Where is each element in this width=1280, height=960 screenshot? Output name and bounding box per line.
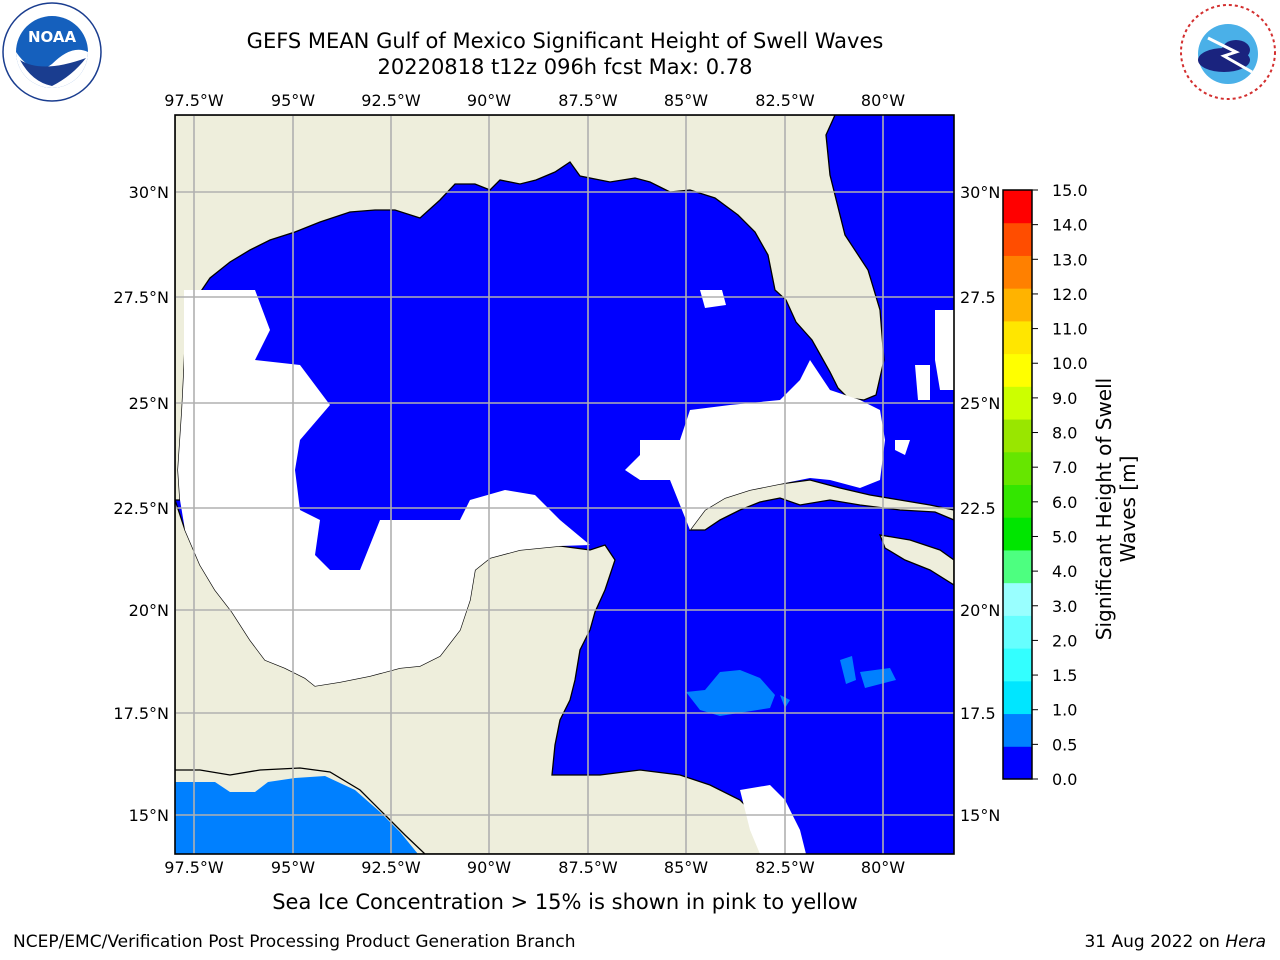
lat-tick-left: 15°N (129, 806, 169, 825)
colorbar-tick-label: 9.0 (1052, 389, 1077, 408)
lon-tick-top: 97.5°W (164, 91, 224, 110)
lat-tick-left: 17.5°N (113, 704, 169, 723)
lat-ticks-right: 30°N 27.5 25°N 22.5 20°N 17.5 15°N (960, 183, 1000, 825)
footer-machine: Hera (1225, 932, 1266, 952)
colorbar-tick-label: 0.5 (1052, 735, 1077, 754)
noaa-logo: NOAA (2, 2, 102, 102)
colorbar-segment (1003, 746, 1032, 780)
colorbar-segment (1003, 419, 1032, 453)
colorbar-segment (1003, 320, 1032, 355)
colorbar: 0.0 0.5 1.0 1.5 2.0 3.0 4.0 5.0 6.0 7.0 8.0 9.0 10.0… (1002, 181, 1088, 789)
lat-tick-left: 20°N (129, 601, 169, 620)
colorbar-segment (1003, 648, 1032, 682)
colorbar-segment (1003, 451, 1032, 485)
colorbar-tick-label: 5.0 (1052, 527, 1077, 546)
sea-ice-note: Sea Ice Concentration > 15% is shown in … (272, 890, 858, 914)
colorbar-segment (1003, 713, 1032, 747)
colorbar-segment (1003, 615, 1032, 649)
colorbar-tick-label: 6.0 (1052, 493, 1077, 512)
lon-tick-bottom: 90°W (467, 858, 511, 877)
caribbean-swell-0.5-1.0 (686, 656, 896, 716)
lon-ticks-top: 97.5°W 95°W 92.5°W 90°W 87.5°W 85°W 82.5… (164, 91, 905, 110)
lon-tick-bottom: 92.5°W (361, 858, 421, 877)
colorbar-label-line1: Significant Height of Swell (1092, 377, 1116, 641)
colorbar-segment (1003, 288, 1032, 322)
lat-tick-right: 17.5 (960, 704, 996, 723)
colorbar-tick-label: 3.0 (1052, 597, 1077, 616)
colorbar-tick-label: 10.0 (1052, 354, 1088, 373)
colorbar-tick-label: 14.0 (1052, 216, 1088, 235)
colorbar-segment (1003, 517, 1032, 551)
colorbar-tick-label: 15.0 (1052, 181, 1088, 200)
lat-tick-left: 22.5°N (113, 499, 169, 518)
lon-tick-bottom: 85°W (664, 858, 708, 877)
colorbar-tick-label: 8.0 (1052, 424, 1077, 443)
lon-ticks-bottom: 97.5°W 95°W 92.5°W 90°W 87.5°W 85°W 82.5… (164, 858, 905, 877)
colorbar-tick-label: 2.0 (1052, 631, 1077, 650)
colorbar-segment (1003, 353, 1032, 387)
lat-ticks-left: 30°N 27.5°N 25°N 22.5°N 20°N 17.5°N 15°N (113, 183, 169, 825)
lon-tick-bottom: 87.5°W (558, 858, 618, 877)
colorbar-tick-label: 7.0 (1052, 458, 1077, 477)
colorbar-segment (1003, 255, 1032, 289)
chart-subtitle: 20220818 t12z 096h fcst Max: 0.78 (377, 55, 753, 79)
nws-logo (1180, 4, 1276, 100)
colorbar-tick-label: 12.0 (1052, 285, 1088, 304)
noaa-logo-text: NOAA (28, 28, 77, 46)
lat-tick-left: 30°N (129, 183, 169, 202)
colorbar-label: Significant Height of Swell Waves [m] (1092, 349, 1140, 669)
lat-tick-right: 25°N (960, 394, 1000, 413)
colorbar-segment (1003, 386, 1032, 420)
gridlines (175, 115, 954, 854)
colorbar-segment (1003, 484, 1032, 518)
lon-tick-top: 82.5°W (755, 91, 815, 110)
colorbar-frame (1002, 189, 1033, 780)
colorbar-segment (1003, 222, 1032, 256)
colorbar-tick-label: 1.5 (1052, 666, 1077, 685)
lat-tick-right: 30°N (960, 183, 1000, 202)
colorbar-segment (1003, 582, 1032, 616)
colorbar-tick-label: 13.0 (1052, 250, 1088, 269)
footer-date-text: 31 Aug 2022 on (1084, 932, 1226, 952)
lat-tick-right: 27.5 (960, 288, 996, 307)
map-frame (174, 114, 955, 855)
colorbar-tick-label: 0.0 (1052, 770, 1077, 789)
lon-tick-top: 92.5°W (361, 91, 421, 110)
lon-tick-top: 85°W (664, 91, 708, 110)
lon-tick-bottom: 80°W (861, 858, 905, 877)
colorbar-segment (1003, 549, 1032, 584)
lat-tick-left: 27.5°N (113, 288, 169, 307)
lat-tick-right: 20°N (960, 601, 1000, 620)
lon-tick-bottom: 95°W (271, 858, 315, 877)
colorbar-segment (1003, 190, 1032, 224)
colorbar-tick-label: 1.0 (1052, 701, 1077, 720)
map-area (175, 115, 954, 854)
lat-tick-right: 22.5 (960, 499, 996, 518)
lon-tick-bottom: 97.5°W (164, 858, 224, 877)
footer-date: 31 Aug 2022 on Hera (1084, 932, 1266, 952)
lon-tick-top: 87.5°W (558, 91, 618, 110)
lat-tick-right: 15°N (960, 806, 1000, 825)
colorbar-tick-label: 4.0 (1052, 562, 1077, 581)
land-hispaniola (878, 534, 954, 586)
colorbar-segment (1003, 680, 1032, 715)
lon-tick-bottom: 82.5°W (755, 858, 815, 877)
lon-tick-top: 80°W (861, 91, 905, 110)
chart-title: GEFS MEAN Gulf of Mexico Significant Hei… (246, 29, 884, 53)
footer-credit: NCEP/EMC/Verification Post Processing Pr… (13, 932, 576, 952)
lon-tick-top: 90°W (467, 91, 511, 110)
colorbar-label-line2: Waves [m] (1116, 455, 1140, 563)
lat-tick-left: 25°N (129, 394, 169, 413)
lon-tick-top: 95°W (271, 91, 315, 110)
colorbar-tick-label: 11.0 (1052, 320, 1088, 339)
